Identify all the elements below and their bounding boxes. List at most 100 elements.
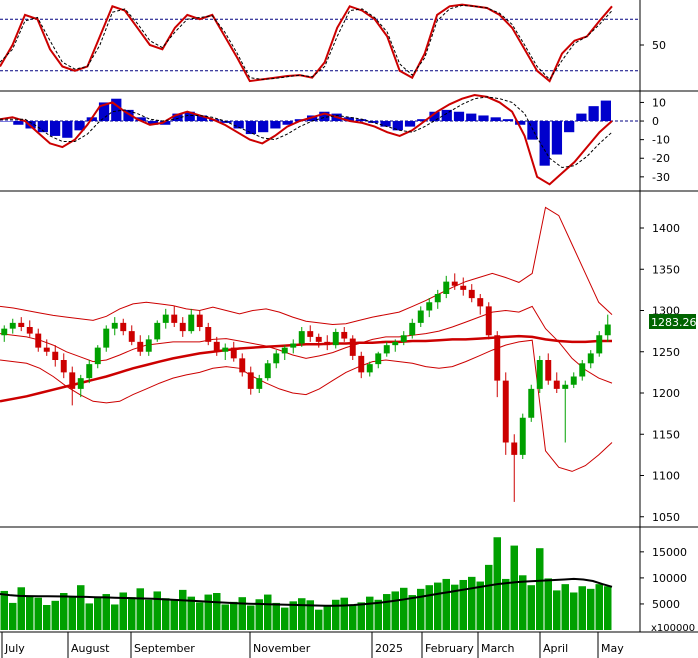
candle-body [120, 322, 127, 332]
candle-body [409, 322, 416, 336]
macd-histogram-bar [355, 119, 367, 122]
last-price-label: 1283.260 [651, 316, 698, 329]
volume-bar [9, 602, 17, 630]
macd-histogram-bar [147, 121, 159, 125]
candle-body [349, 338, 356, 356]
volume-bar [247, 605, 255, 630]
volume-bar [400, 587, 408, 630]
candle-body [443, 281, 450, 294]
volume-bar [136, 588, 144, 630]
volume-bar [391, 591, 399, 630]
volume-panel: 15000 10000 5000 [0, 537, 687, 630]
candle-body [341, 331, 348, 339]
volume-bar [145, 599, 153, 630]
candle-body [86, 364, 93, 379]
volume-bar [417, 588, 425, 630]
macd-histogram-bar [551, 121, 563, 155]
macd-histogram-bar [245, 121, 257, 135]
macd-histogram-bar [527, 121, 538, 140]
volume-bar [425, 585, 433, 630]
candle-body [18, 322, 25, 327]
macd-histogram-bar [343, 117, 354, 122]
candle-body [383, 345, 390, 354]
macd-histogram-bar [368, 121, 379, 123]
candle-body [528, 388, 535, 418]
macd-histogram-bar [233, 121, 244, 129]
macd-tick-label: 0 [652, 115, 659, 128]
volume-bar [383, 594, 391, 630]
candle-body [281, 347, 288, 354]
volume-bar [408, 595, 416, 630]
volume-bar [323, 606, 331, 630]
x-axis-label: May [601, 642, 624, 655]
candle-body [511, 442, 518, 455]
volume-tick-label: 15000 [652, 546, 687, 559]
price-tick-label: 1250 [652, 346, 680, 359]
volume-bar [43, 604, 51, 630]
candle-body [460, 285, 467, 290]
candle-body [154, 322, 161, 340]
candle-body [205, 327, 212, 342]
x-axis-label: July [4, 642, 25, 655]
macd-histogram-bar [123, 109, 134, 122]
volume-bar [434, 582, 442, 630]
macd-histogram-bar [466, 113, 477, 122]
stoch-tick-label: 50 [652, 39, 666, 52]
candle-body [43, 347, 50, 352]
macd-histogram-bar [37, 121, 48, 133]
volume-bar [553, 590, 561, 630]
volume-bar [357, 602, 365, 630]
volume-bar [187, 596, 195, 630]
volume-bar [272, 602, 280, 630]
volume-bar [204, 594, 212, 630]
candle-body [562, 384, 569, 389]
volume-bar [264, 594, 272, 630]
volume-bar [60, 593, 68, 630]
candle-body [222, 347, 229, 352]
candle-body [417, 310, 424, 323]
volume-bar [340, 597, 348, 630]
candle-body [9, 322, 16, 329]
x-axis-label: 2025 [375, 642, 403, 655]
candle-body [188, 314, 195, 332]
volume-tick-label: 5000 [652, 598, 680, 611]
volume-bar [170, 599, 178, 630]
macd-histogram-bar [258, 121, 269, 133]
macd-tick-label: 10 [652, 96, 666, 109]
x-axis: July August September November 2025 February M… [1, 632, 624, 658]
macd-histogram-bar [404, 121, 416, 127]
x-axis-label: April [543, 642, 568, 655]
volume-bar [85, 603, 93, 630]
volume-bar [570, 592, 578, 630]
candle-body [468, 289, 475, 299]
volume-bar [221, 604, 229, 630]
volume-bar [502, 578, 510, 630]
candle-body [596, 335, 603, 354]
macd-histogram-bar [380, 121, 391, 127]
volume-bar [451, 584, 459, 630]
volume-bar [595, 584, 603, 630]
volume-bar [604, 586, 612, 630]
candle-body [264, 363, 271, 379]
volume-unit-label: x100000 [651, 623, 695, 634]
macd-histogram-bar [502, 119, 514, 122]
volume-bar [587, 588, 595, 630]
volume-bar [230, 601, 238, 630]
volume-bar [298, 598, 306, 630]
candle-body [358, 355, 365, 373]
last-price-badge: 1283.260 [649, 314, 698, 329]
volume-bar [315, 609, 323, 630]
candle-body [239, 358, 246, 373]
candle-body [213, 341, 220, 352]
candle-body [434, 294, 441, 303]
macd-histogram-bar [270, 121, 281, 129]
candle-body [307, 331, 314, 337]
candle-body [145, 339, 152, 352]
price-tick-label: 1350 [652, 263, 680, 276]
volume-bar [0, 590, 8, 630]
stochastic-panel: 50 [0, 3, 666, 83]
macd-histogram-bar [160, 121, 171, 125]
candle-body [366, 364, 373, 373]
volume-ma-line [0, 577, 613, 607]
